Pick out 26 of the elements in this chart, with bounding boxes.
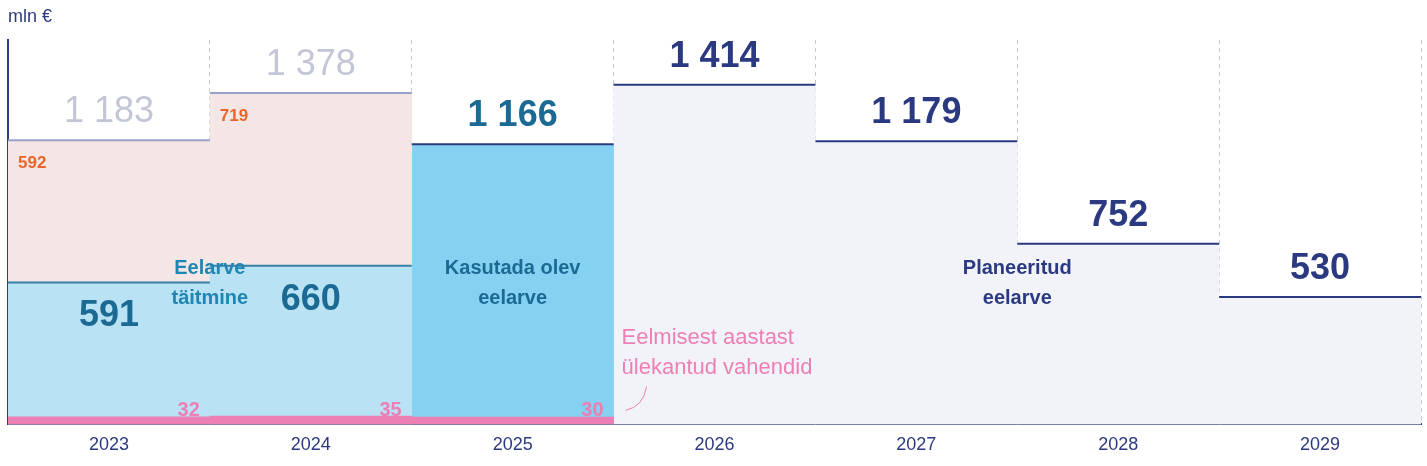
total-label: 1 179 — [871, 90, 962, 132]
series-label: Eelarve täitmine — [171, 256, 249, 309]
x-tick-label: 2028 — [1098, 434, 1139, 455]
x-tick-label: 2027 — [896, 434, 937, 455]
total-label: 1 183 — [63, 89, 154, 131]
series-label: Eelmisest aastast ülekantud vahendid — [621, 324, 813, 380]
x-tick-label: 2025 — [492, 434, 533, 455]
data-label: 35 — [379, 398, 402, 421]
data-label: 719 — [219, 106, 249, 126]
x-tick-label: 2029 — [1300, 434, 1341, 455]
total-label: 1 378 — [265, 42, 356, 84]
x-tick-label: 2026 — [694, 434, 735, 455]
x-tick-label: 2024 — [290, 434, 331, 455]
data-label: 32 — [177, 398, 200, 421]
series-label: Kasutada olev eelarve — [444, 256, 582, 309]
x-tick-label: 2023 — [88, 434, 129, 455]
total-label: 530 — [1290, 246, 1351, 288]
data-label: 592 — [18, 153, 47, 173]
total-label: 752 — [1088, 192, 1149, 234]
total-label: 1 414 — [669, 33, 760, 75]
data-label: 591 — [78, 293, 139, 335]
total-label: 1 166 — [467, 93, 558, 135]
data-label: 30 — [581, 398, 604, 421]
y-axis-title: mln € — [8, 6, 53, 26]
series-label: Planeeritud eelarve — [962, 256, 1072, 309]
data-label: 660 — [280, 276, 341, 318]
